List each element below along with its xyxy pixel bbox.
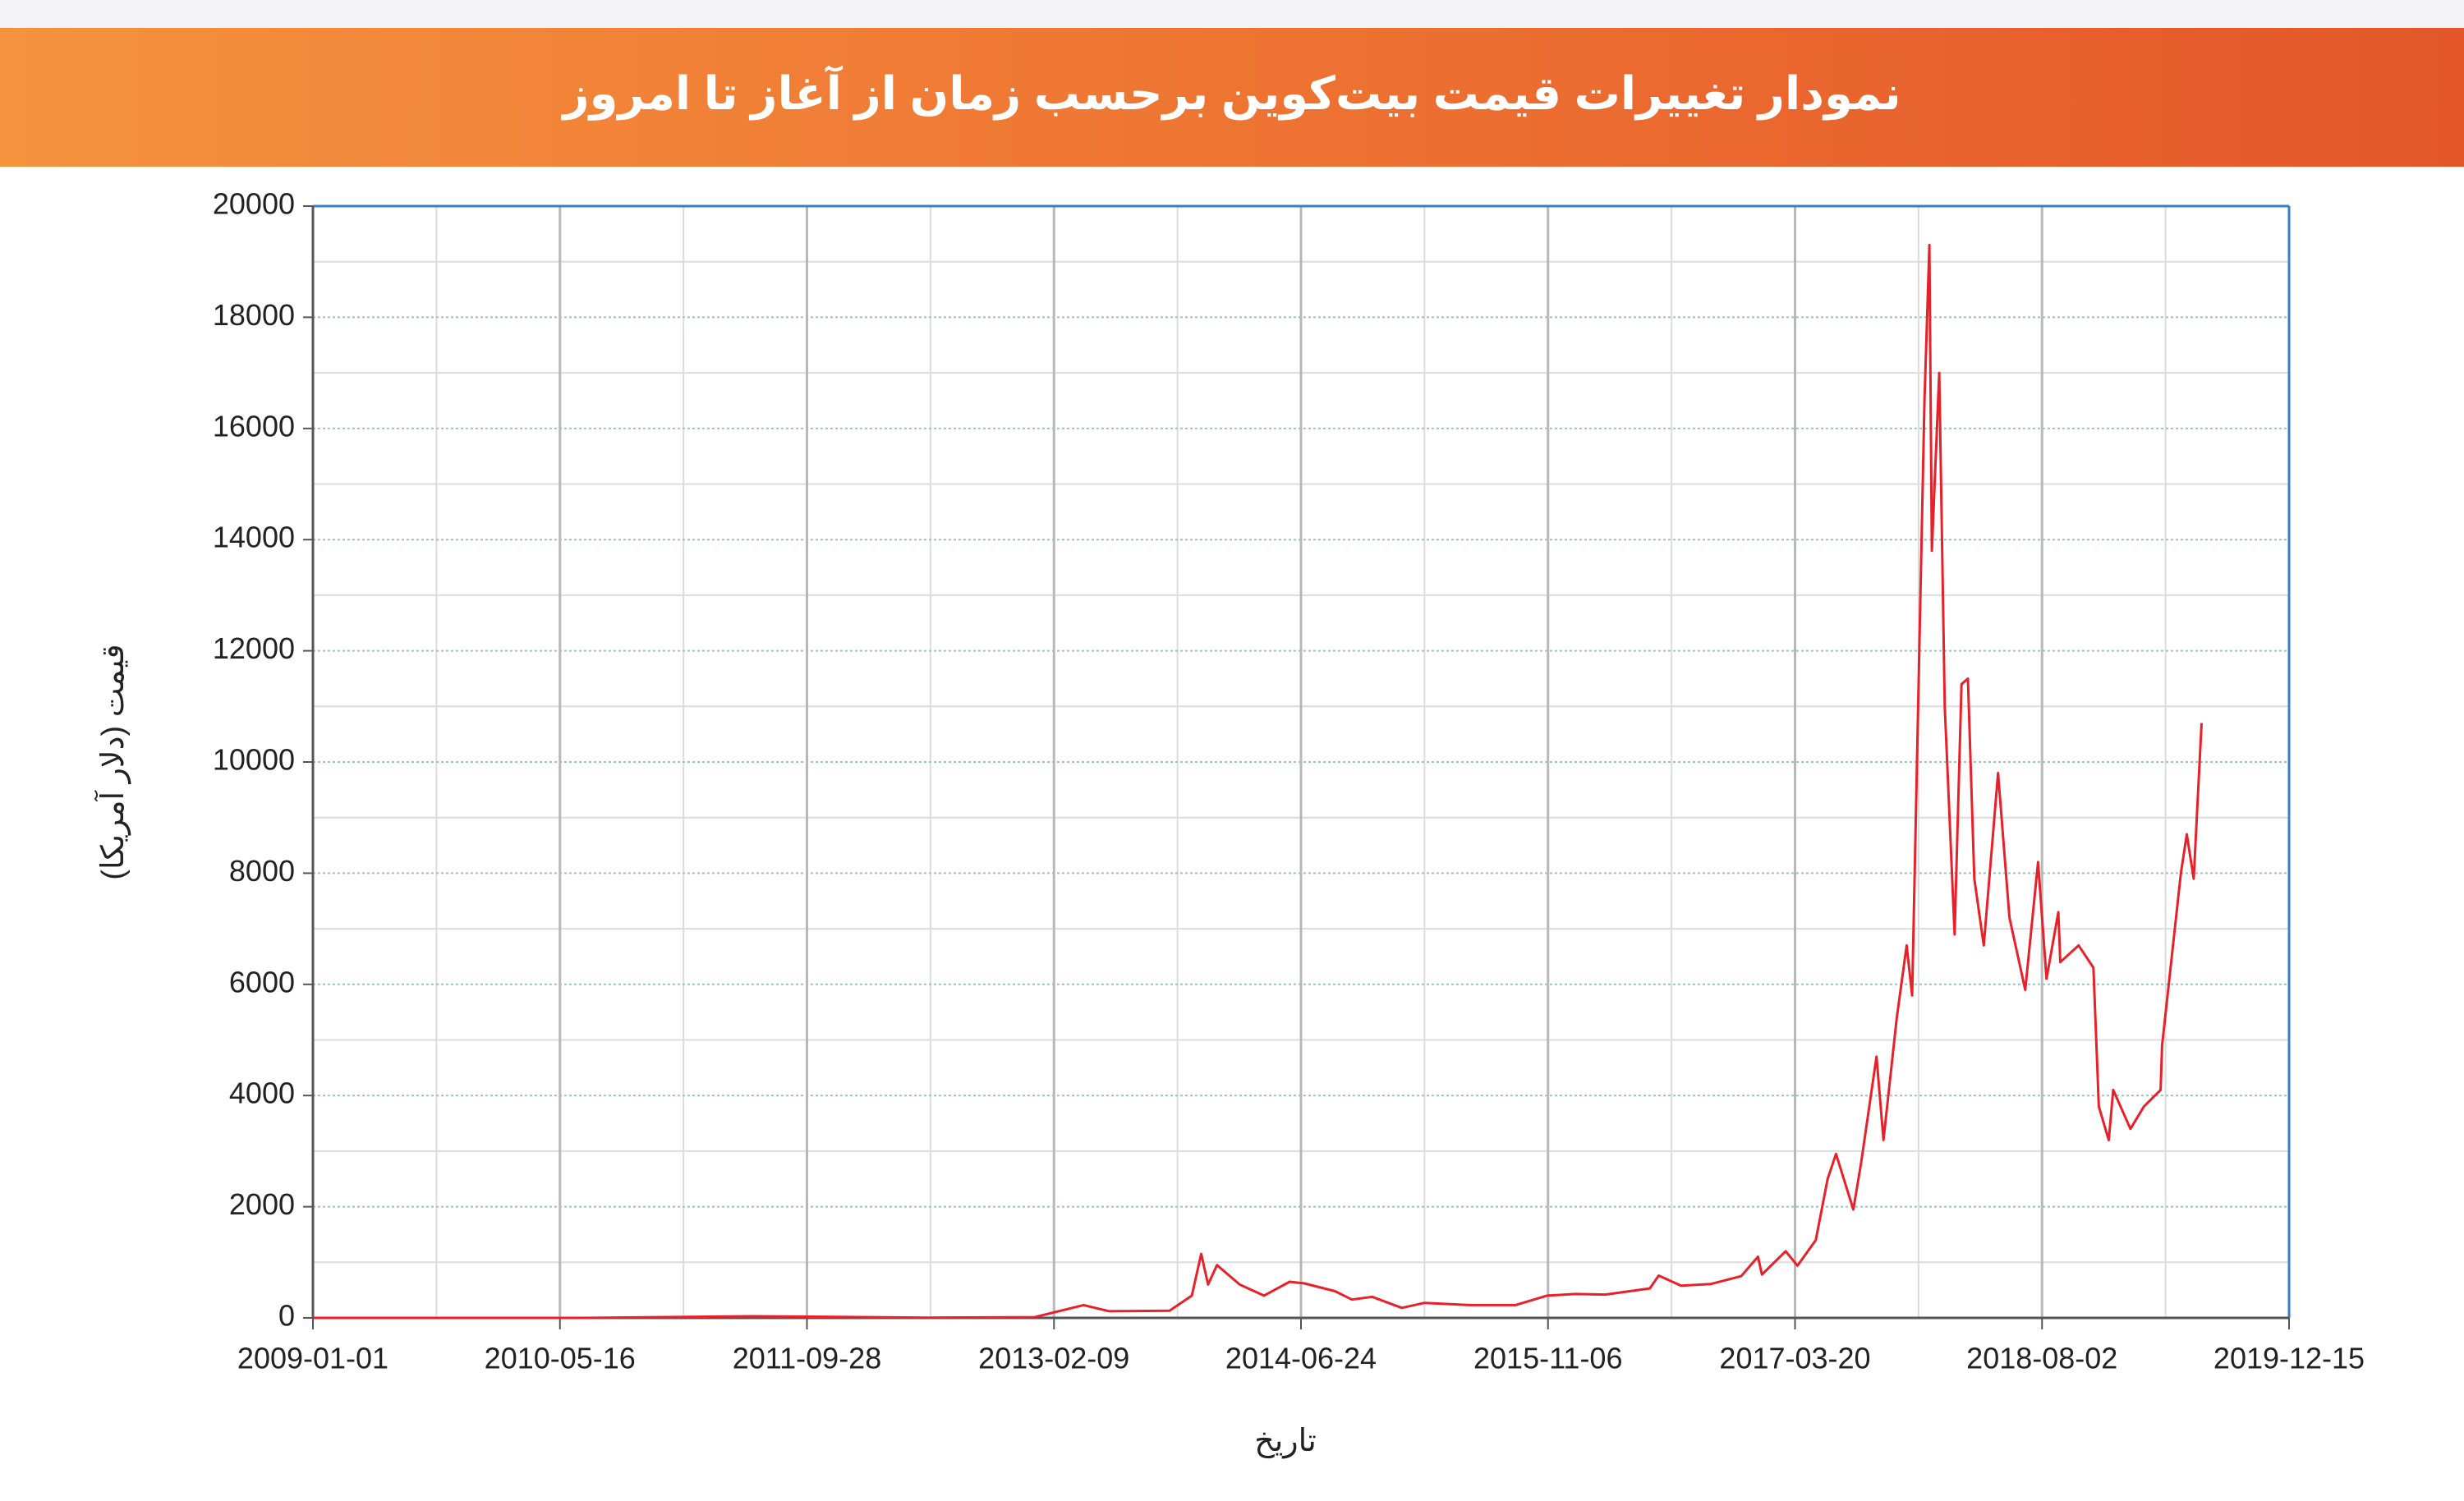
- y-tick-label: 8000: [229, 854, 295, 888]
- y-tick-label: 4000: [229, 1076, 295, 1110]
- x-tick-label: 2010-05-16: [485, 1342, 636, 1375]
- top-strip: [0, 0, 2464, 28]
- y-tick-label: 0: [278, 1299, 295, 1333]
- y-axis-label: قیمت (دلار آمریکا): [94, 644, 131, 879]
- y-tick-label: 14000: [213, 521, 295, 554]
- chart-title: نمودار تغییرات قیمت بیت‌کوین برحسب زمان …: [560, 65, 1901, 121]
- x-tick-label: 2019-12-15: [2213, 1342, 2365, 1375]
- x-tick-label: 2015-11-06: [1473, 1342, 1622, 1375]
- x-tick-label: 2014-06-24: [1225, 1342, 1377, 1375]
- x-tick-label: 2009-01-01: [237, 1342, 388, 1375]
- y-tick-label: 20000: [213, 187, 295, 221]
- y-tick-label: 10000: [213, 743, 295, 777]
- header-bar: [0, 28, 2464, 167]
- y-tick-label: 12000: [213, 631, 295, 665]
- y-tick-label: 18000: [213, 298, 295, 332]
- y-tick-label: 16000: [213, 409, 295, 443]
- y-tick-label: 2000: [229, 1187, 295, 1221]
- y-tick-label: 6000: [229, 965, 295, 998]
- x-tick-label: 2017-03-20: [1719, 1342, 1870, 1375]
- x-tick-label: 2018-08-02: [1966, 1342, 2117, 1375]
- x-tick-label: 2013-02-09: [978, 1342, 1129, 1375]
- price-line: [313, 243, 2203, 1320]
- x-tick-label: 2011-09-28: [733, 1342, 881, 1375]
- x-axis-label: تاریخ: [1254, 1424, 1317, 1459]
